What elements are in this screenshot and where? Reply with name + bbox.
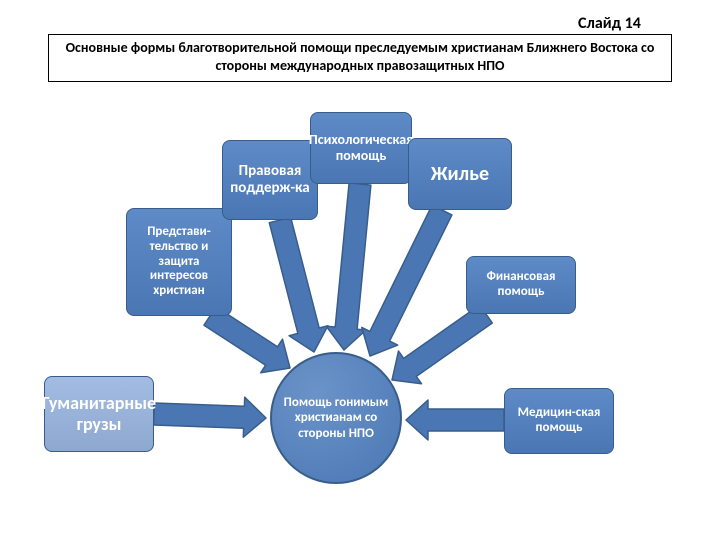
slide-number: Слайд 14 [578,14,641,33]
arrow-humanitarian [154,397,266,437]
center-node: Помощь гонимым христианам со стороны НПО [270,352,402,484]
node-medical: Медицин-ская помощь [504,388,614,454]
arrow-housing [362,205,452,356]
node-legal: Правовая поддерж-ка [222,140,318,220]
arrow-finance [392,305,492,384]
node-psych: Психологическая помощь [310,112,412,184]
arrow-medical [406,400,504,440]
node-housing: Жилье [408,138,512,210]
arrow-legal [269,217,328,352]
node-representation: Представи-тельство и защита интересов хр… [126,208,232,316]
arrow-representation [204,307,290,373]
arrow-psych [326,183,371,350]
node-humanitarian: Гуманитарные грузы [44,376,154,452]
title-box: Основные формы благотворительной помощи … [48,34,672,82]
node-finance: Финансовая помощь [466,256,576,314]
